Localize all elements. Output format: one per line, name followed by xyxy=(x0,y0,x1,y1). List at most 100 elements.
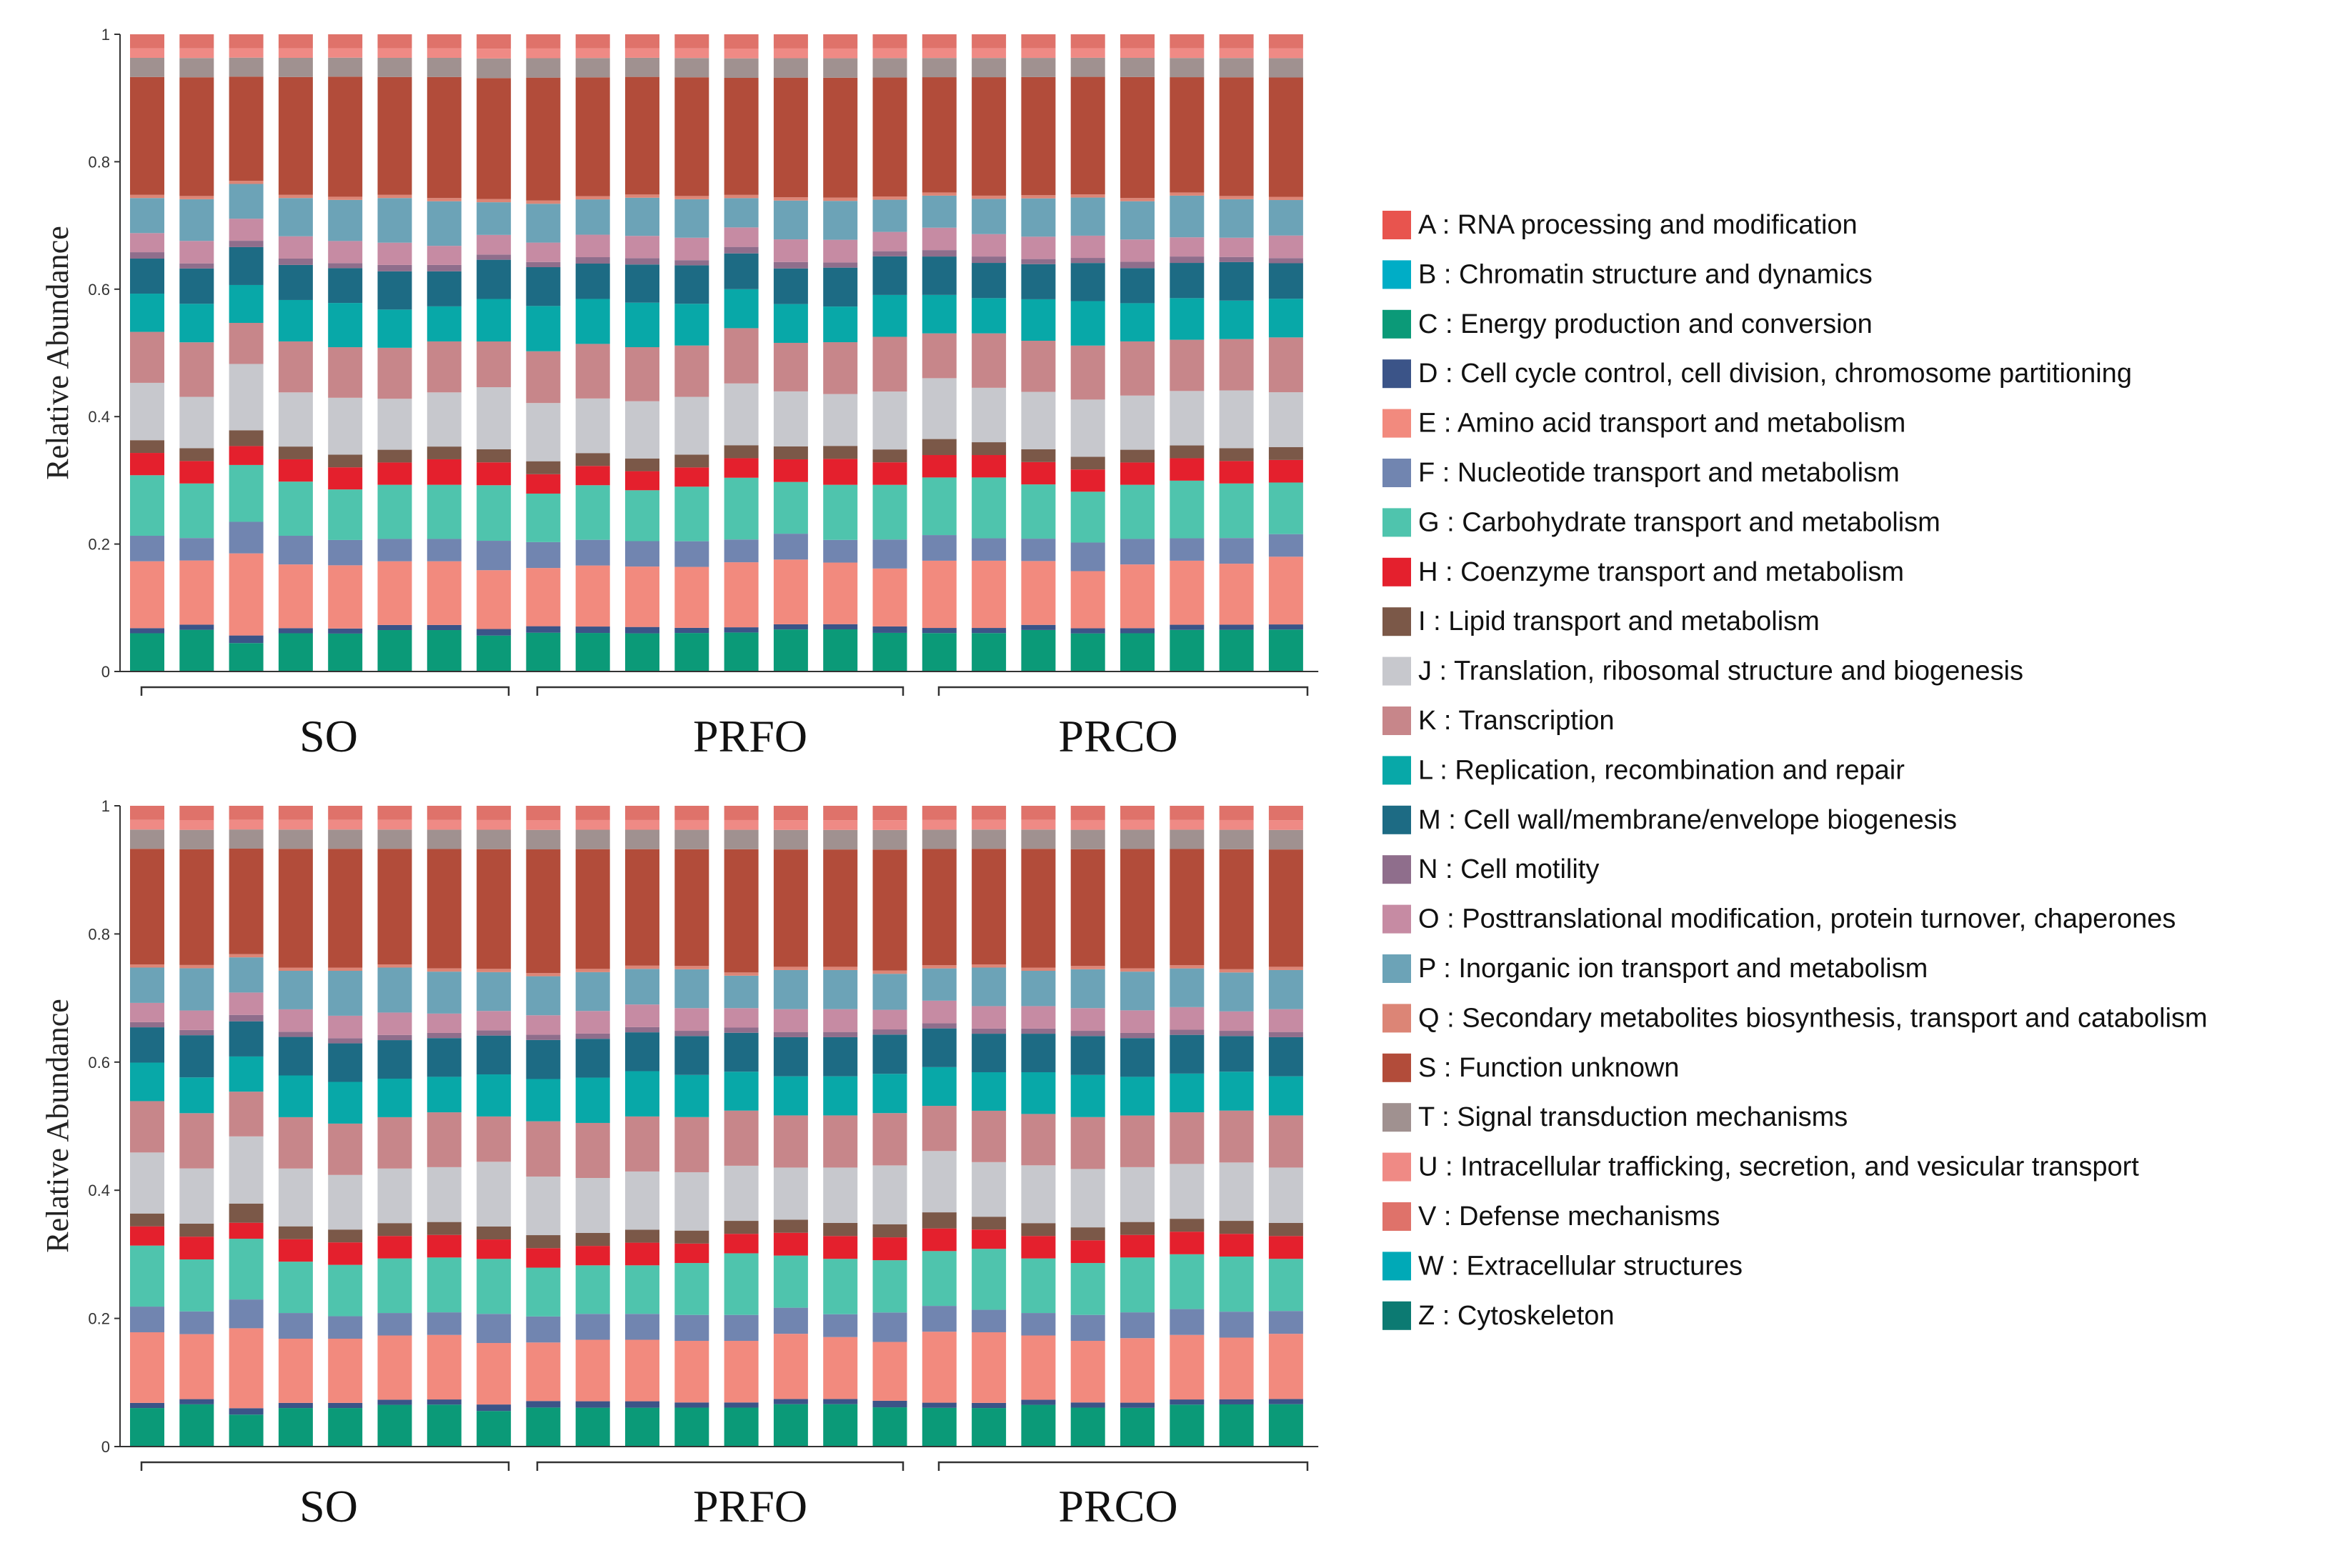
legend-swatch-U xyxy=(1382,1152,1411,1182)
bar-segment-top-S23-L xyxy=(1219,300,1254,339)
bar-segment-top-S7-D xyxy=(427,624,462,631)
bar-segment-top-S23-I xyxy=(1219,448,1254,461)
bar-segment-top-S13-L xyxy=(724,289,759,329)
bar-segment-top-S20-P xyxy=(1070,197,1105,236)
bar-segment-bottom-S8-N xyxy=(477,1030,512,1036)
bar-segment-bottom-S13-V xyxy=(724,806,759,820)
bar-segment-bottom-S1-U xyxy=(130,819,164,830)
y-tick-label-top-2: 0.4 xyxy=(88,408,110,426)
bar-segment-top-S15-P xyxy=(823,201,858,240)
bar-segment-bottom-S5-L xyxy=(328,1082,363,1124)
bar-segment-top-S3-C xyxy=(229,643,264,671)
bar-segment-top-S8-C xyxy=(477,635,512,671)
bar-segment-bottom-S24-J xyxy=(1268,1167,1303,1223)
bar-segment-bottom-S23-P xyxy=(1219,972,1254,1012)
bar-segment-bottom-S20-C xyxy=(1070,1407,1105,1447)
bar-segment-bottom-S24-L xyxy=(1268,1076,1303,1116)
bar-segment-bottom-S1-L xyxy=(130,1062,164,1102)
bar-segment-top-S15-U xyxy=(823,48,858,59)
bar-segment-top-S24-I xyxy=(1268,446,1303,460)
bar-segment-top-S10-M xyxy=(575,264,610,299)
bar-segment-top-S24-U xyxy=(1268,48,1303,59)
bar-segment-top-S5-T xyxy=(328,57,363,77)
bar-segment-bottom-S14-D xyxy=(773,1399,808,1404)
bar-segment-bottom-S24-E xyxy=(1268,1334,1303,1399)
legend-label-B: B : Chromatin structure and dynamics xyxy=(1418,259,1873,289)
bar-segment-top-S6-G xyxy=(377,484,412,539)
bar-segment-top-S4-I xyxy=(278,446,313,459)
bar-segment-bottom-S9-U xyxy=(526,820,561,830)
bar-segment-bottom-S18-Q xyxy=(972,964,1007,968)
bar-segment-bottom-S1-F xyxy=(130,1307,164,1333)
bar-segment-bottom-S17-K xyxy=(922,1106,957,1152)
bar-segment-bottom-S9-E xyxy=(526,1342,561,1402)
bar-segment-top-S14-D xyxy=(773,624,808,630)
legend-label-O: O : Posttranslational modification, prot… xyxy=(1418,904,2176,934)
bar-segment-top-S20-K xyxy=(1070,345,1105,400)
bar-segment-bottom-S5-F xyxy=(328,1316,363,1339)
bar-segment-bottom-S5-S xyxy=(328,849,363,968)
bar-segment-top-S8-I xyxy=(477,449,512,463)
bar-segment-top-S20-T xyxy=(1070,57,1105,77)
bar-segment-bottom-S24-O xyxy=(1268,1009,1303,1032)
bar-segment-bottom-S17-L xyxy=(922,1067,957,1107)
bar-segment-top-S19-U xyxy=(1021,48,1056,59)
bar-segment-top-S9-J xyxy=(526,403,561,461)
legend-swatch-Z xyxy=(1382,1301,1411,1330)
bar-segment-top-S5-U xyxy=(328,48,363,58)
bar-segment-bottom-S5-J xyxy=(328,1174,363,1230)
bar-segment-bottom-S10-C xyxy=(575,1407,610,1447)
bar-segment-bottom-S4-V xyxy=(278,806,313,820)
bar-segment-top-S1-T xyxy=(130,58,164,77)
bar-segment-top-S20-D xyxy=(1070,628,1105,634)
bar-segment-top-S19-D xyxy=(1021,624,1056,630)
bar-segment-bottom-S13-M xyxy=(724,1032,759,1072)
bar-segment-bottom-S11-U xyxy=(625,819,659,830)
bar-segment-top-S10-I xyxy=(575,453,610,466)
bar-segment-top-S11-V xyxy=(625,34,659,49)
bar-segment-bottom-S9-O xyxy=(526,1015,561,1035)
bar-segment-bottom-S2-S xyxy=(179,849,214,965)
bar-segment-bottom-S17-N xyxy=(922,1023,957,1029)
bar-segment-bottom-S20-O xyxy=(1070,1008,1105,1032)
bar-segment-top-S20-C xyxy=(1070,633,1105,671)
bar-segment-top-S24-E xyxy=(1268,556,1303,625)
bar-segment-top-S22-J xyxy=(1170,391,1205,446)
group-label-top-PRFO: PRFO xyxy=(693,711,807,761)
bar-segment-top-S17-U xyxy=(922,48,957,59)
bar-segment-bottom-S11-V xyxy=(625,806,659,820)
bar-segment-top-S2-E xyxy=(179,560,214,625)
bar-segment-top-S18-V xyxy=(972,34,1007,49)
bar-segment-top-S16-Q xyxy=(872,196,907,200)
bar-segment-bottom-S24-C xyxy=(1268,1404,1303,1447)
bar-segment-bottom-S8-U xyxy=(477,819,512,830)
bar-segment-top-S16-M xyxy=(872,256,907,295)
bar-segment-bottom-S17-P xyxy=(922,968,957,1001)
bar-segment-bottom-S15-K xyxy=(823,1115,858,1168)
bar-segment-top-S21-F xyxy=(1120,539,1155,565)
bar-segment-top-S21-L xyxy=(1120,303,1155,341)
bar-segment-bottom-S8-H xyxy=(477,1239,512,1259)
bar-segment-bottom-S10-P xyxy=(575,972,610,1012)
bar-segment-top-S3-F xyxy=(229,521,264,554)
bar-segment-top-S4-M xyxy=(278,264,313,300)
bar-segment-top-S8-L xyxy=(477,299,512,341)
bar-segment-bottom-S19-N xyxy=(1021,1028,1056,1034)
bar-segment-top-S15-H xyxy=(823,459,858,485)
bar-segment-top-S1-E xyxy=(130,561,164,629)
bar-segment-bottom-S24-T xyxy=(1268,829,1303,850)
bar-segment-bottom-S15-E xyxy=(823,1337,858,1399)
bar-segment-top-S13-C xyxy=(724,632,759,671)
bar-segment-bottom-S10-M xyxy=(575,1039,610,1078)
bar-segment-top-S15-K xyxy=(823,342,858,394)
bar-segment-top-S20-F xyxy=(1070,542,1105,571)
bar-segment-top-S23-Q xyxy=(1219,196,1254,199)
bar-segment-top-S8-Q xyxy=(477,199,512,203)
bar-segment-top-S11-F xyxy=(625,541,659,567)
bar-segment-bottom-S20-E xyxy=(1070,1341,1105,1403)
legend-swatch-D xyxy=(1382,359,1411,389)
bar-segment-top-S2-I xyxy=(179,448,214,461)
bar-segment-top-S18-I xyxy=(972,442,1007,455)
bar-segment-bottom-S18-V xyxy=(972,806,1007,820)
bar-segment-bottom-S17-H xyxy=(922,1228,957,1252)
